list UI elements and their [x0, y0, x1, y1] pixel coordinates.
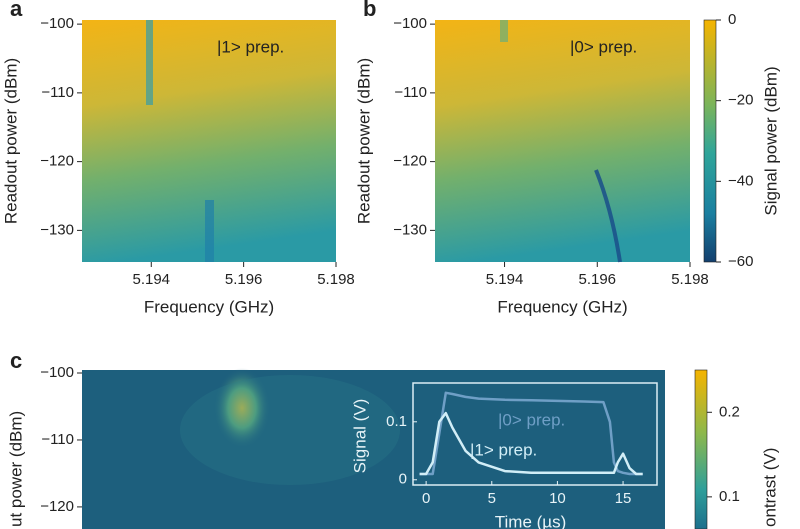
y-tick-label: −120: [393, 153, 427, 170]
y-tick-label: −110: [41, 84, 74, 101]
y-tick-label: −130: [393, 221, 427, 238]
colorbar-tick-label: −20: [728, 92, 753, 109]
panel-label: b: [363, 0, 376, 21]
x-tick-label: 5.194: [486, 271, 524, 288]
streak: [146, 20, 153, 105]
streak: [500, 20, 508, 42]
halo: [180, 375, 400, 485]
annotation: |1> prep.: [217, 37, 284, 56]
y-axis-label: Readout power (dBm): [354, 58, 373, 224]
x-tick-label: 15: [615, 490, 632, 507]
x-tick-label: 5.198: [671, 271, 709, 288]
panel-label: c: [10, 348, 22, 373]
y-tick-label: −100: [393, 15, 427, 32]
series-line: [419, 391, 643, 476]
annotation: |0> prep.: [570, 37, 637, 56]
x-axis-label: Frequency (GHz): [144, 297, 274, 316]
y-tick-label: −110: [41, 431, 74, 448]
y-tick-label: −100: [40, 15, 74, 32]
x-tick-label: 5.196: [225, 271, 263, 288]
y-tick-label: −120: [40, 498, 74, 515]
series-line: [419, 411, 643, 476]
streak: [594, 169, 622, 263]
y-axis-label: ut power (dBm): [6, 411, 25, 527]
colorbar-label: Signal power (dBm): [761, 66, 780, 215]
y-axis-label: Signal (V): [350, 399, 369, 474]
x-tick-label: 5.194: [132, 271, 170, 288]
heatmap: [435, 20, 690, 262]
bright-spot: [214, 368, 270, 448]
colorbar: [703, 19, 717, 263]
y-tick-label: −120: [40, 153, 74, 170]
y-tick-label: 0.1: [386, 413, 407, 430]
colorbar-tick-label: 0.1: [719, 488, 740, 505]
colorbar-tick-label: −60: [728, 253, 753, 270]
x-tick-label: 5: [488, 490, 496, 507]
colorbar-tick-label: 0.2: [719, 403, 740, 420]
y-tick-label: 0: [399, 471, 407, 488]
colorbar-tick-label: −40: [728, 172, 753, 189]
x-axis-label: Time (µs): [495, 512, 567, 529]
colorbar-label: ontrast (V): [760, 448, 779, 527]
y-tick-label: −130: [40, 221, 74, 238]
x-tick-label: 0: [422, 490, 430, 507]
colorbar-tick-label: 0: [728, 11, 736, 28]
streak: [205, 200, 214, 262]
y-tick-label: −110: [394, 84, 427, 101]
x-tick-label: 5.198: [317, 271, 355, 288]
colorbar: [694, 369, 708, 529]
panel-label: a: [10, 0, 23, 21]
x-axis-label: Frequency (GHz): [497, 297, 627, 316]
heatmap: [82, 370, 665, 529]
series-label: |1> prep.: [470, 440, 537, 459]
x-tick-label: 10: [549, 490, 566, 507]
y-axis-label: Readout power (dBm): [1, 58, 20, 224]
y-tick-label: −100: [40, 364, 74, 381]
series-label: |0> prep.: [498, 410, 565, 429]
inset-frame: [412, 382, 658, 486]
x-tick-label: 5.196: [578, 271, 616, 288]
